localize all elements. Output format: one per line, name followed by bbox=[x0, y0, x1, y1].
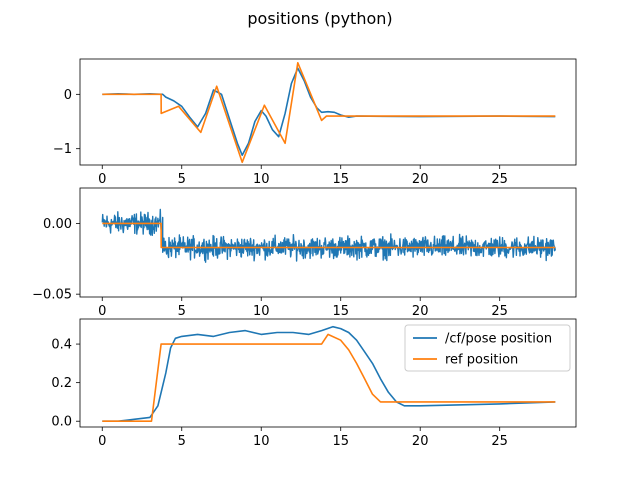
x-tick-label: 25 bbox=[491, 172, 508, 187]
legend-label-pose: /cf/pose position bbox=[445, 332, 552, 347]
legend: /cf/pose position ref position bbox=[404, 324, 571, 372]
x-tick-label: 0 bbox=[98, 172, 106, 187]
y-tick-label: 0.2 bbox=[51, 376, 72, 391]
x-tick-label: 15 bbox=[332, 304, 349, 319]
legend-label-ref: ref position bbox=[445, 353, 518, 368]
y-tick-label: −1 bbox=[53, 142, 72, 157]
subplot-3: 0 5 10 15 20 25 0.0 0.2 0.4/cf/pose position ref … bbox=[51, 318, 577, 449]
series-line-ref bbox=[102, 333, 556, 422]
legend-frame bbox=[404, 324, 571, 372]
x-tick-label: 5 bbox=[178, 172, 186, 187]
x-tick-label: 10 bbox=[253, 434, 270, 449]
figure-title: positions (python) bbox=[247, 9, 392, 28]
subplot-2: 0 5 10 15 20 25 0.00 −0.05 bbox=[32, 187, 577, 319]
y-tick-label: 0.00 bbox=[43, 217, 72, 232]
subplot-1: 0 5 10 15 20 25 −1 0 bbox=[53, 58, 577, 187]
x-tick-label: 5 bbox=[178, 434, 186, 449]
x-tick-label: 20 bbox=[412, 172, 429, 187]
axes-frame bbox=[79, 58, 577, 166]
x-tick-label: 20 bbox=[412, 434, 429, 449]
x-tick-label: 10 bbox=[253, 304, 270, 319]
x-tick-label: 25 bbox=[491, 434, 508, 449]
series-line-pose bbox=[102, 325, 556, 422]
x-tick-label: 5 bbox=[178, 304, 186, 319]
x-tick-label: 20 bbox=[412, 304, 429, 319]
series-line-pose bbox=[101, 208, 556, 263]
x-tick-label: 15 bbox=[332, 172, 349, 187]
axes-frame bbox=[79, 187, 577, 298]
y-tick-label: 0 bbox=[64, 88, 72, 103]
series-line-ref bbox=[102, 62, 556, 164]
y-tick-label: −0.05 bbox=[32, 288, 72, 303]
x-tick-label: 0 bbox=[98, 434, 106, 449]
series-line-pose bbox=[102, 67, 556, 156]
x-tick-label: 15 bbox=[332, 434, 349, 449]
x-tick-label: 0 bbox=[98, 304, 106, 319]
x-tick-label: 10 bbox=[253, 172, 270, 187]
y-tick-label: 0.4 bbox=[51, 338, 72, 353]
series-line-ref bbox=[102, 222, 556, 249]
y-tick-label: 0.0 bbox=[51, 415, 72, 430]
axes-frame bbox=[79, 318, 577, 428]
x-tick-label: 25 bbox=[491, 304, 508, 319]
